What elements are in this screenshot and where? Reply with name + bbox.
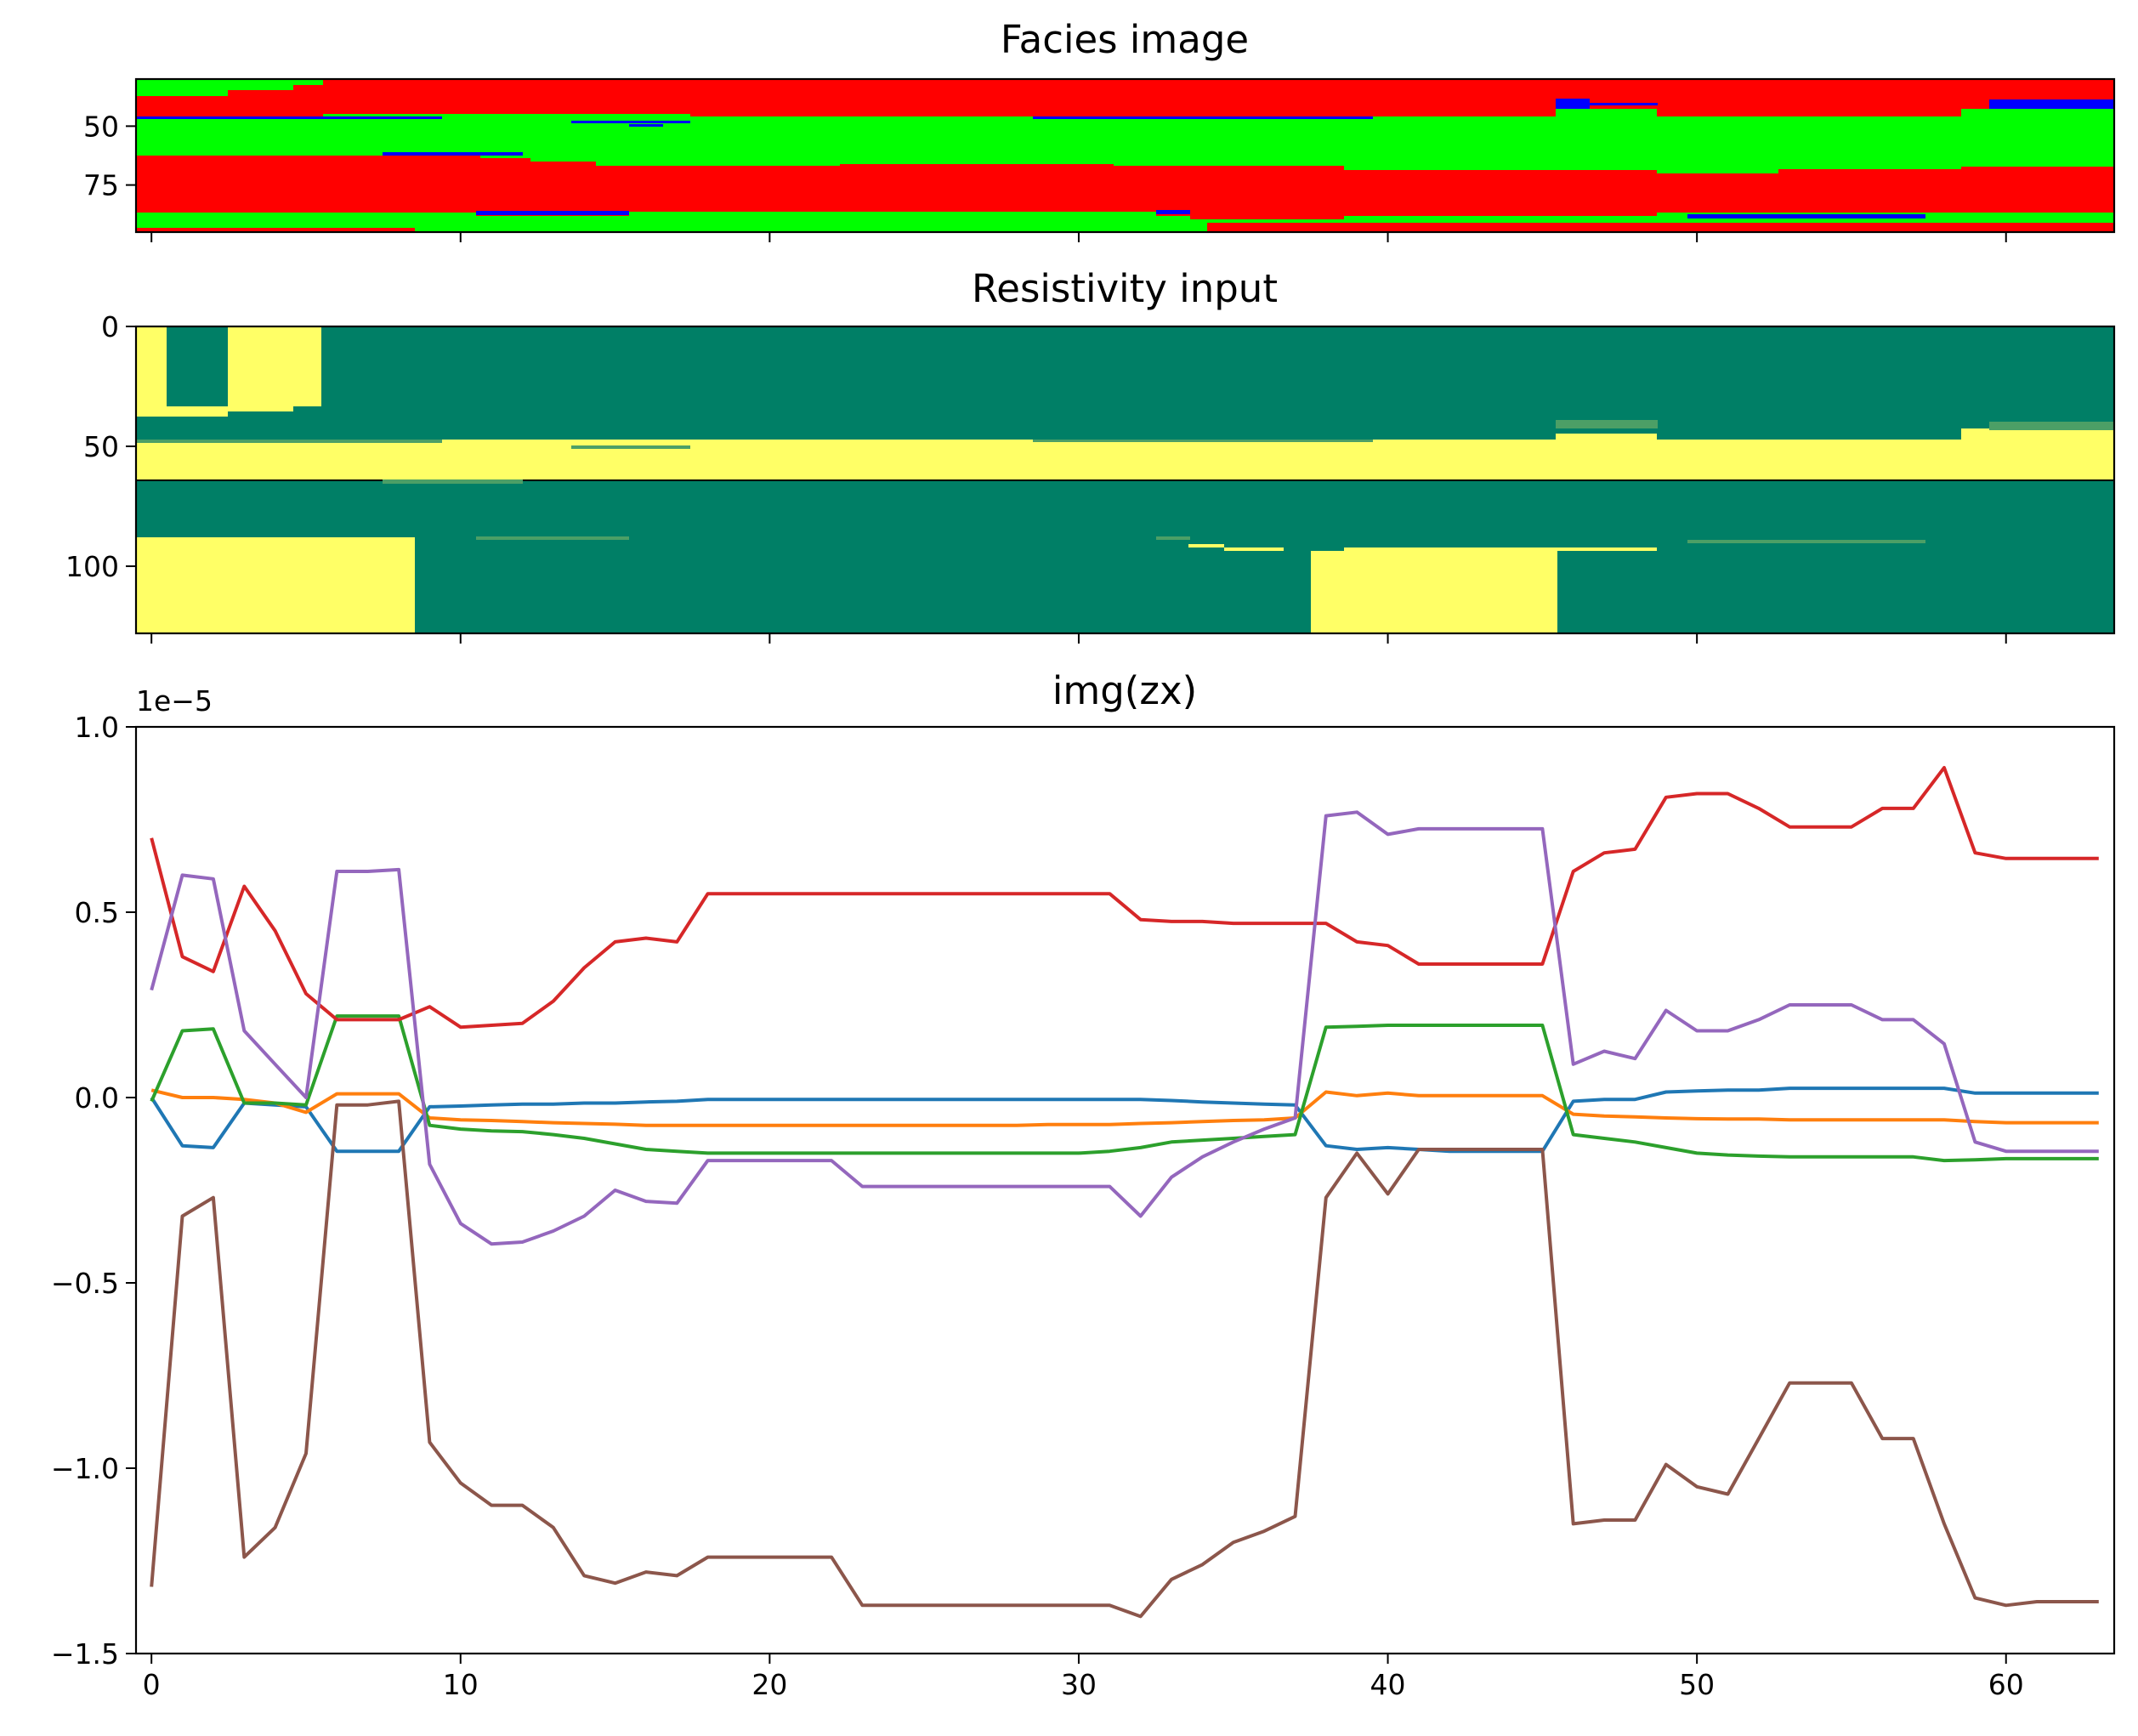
resistivity-mid-streak	[136, 440, 442, 443]
x-tick-label: 10	[443, 1668, 479, 1701]
resistivity-yellow-block	[136, 326, 321, 417]
x-tick-label: 50	[1679, 1668, 1715, 1701]
facies-blue-streak	[1590, 103, 1658, 105]
facies-blue-streak	[1989, 99, 2114, 109]
resistivity-yellow-block	[1188, 544, 1657, 633]
facies-blue-streak	[383, 152, 523, 156]
line-panel: img(zx) 1e−5 1.0 0.5 0.0 −0.5 −1.0 −1.5 0 10 20…	[51, 668, 2116, 1701]
y-tick-label: −1.0	[51, 1452, 119, 1485]
resistivity-mid-streak	[476, 536, 629, 540]
x-tick-label: 60	[1988, 1668, 2024, 1701]
y-tick-label: 75	[83, 169, 119, 202]
facies-blue-streak	[1033, 116, 1373, 119]
x-tick-label: 0	[143, 1668, 161, 1701]
series-line-4	[150, 766, 2099, 1030]
y-tick-label: −1.5	[51, 1637, 119, 1671]
facies-blue-streak	[571, 121, 690, 123]
x-tick-label: 30	[1061, 1668, 1097, 1701]
resistivity-mid-streak	[1033, 440, 1373, 442]
facies-blue-streak	[1687, 214, 1925, 218]
facies-image	[136, 79, 2114, 232]
line-frame	[134, 725, 2116, 1655]
facies-blue-streak	[629, 124, 663, 127]
facies-panel: Facies image 50 75	[83, 17, 2116, 242]
facies-frame	[134, 77, 2116, 234]
resistivity-title: Resistivity input	[972, 266, 1278, 311]
resistivity-mid-streak	[383, 479, 523, 484]
facies-green-band-bottom	[136, 212, 2114, 232]
resistivity-x-axis	[150, 633, 2007, 644]
resistivity-boundary-line	[136, 479, 2114, 481]
resistivity-yellow-block	[136, 537, 415, 633]
resistivity-mid-streak	[1556, 420, 1658, 428]
resistivity-y-axis: 0 50 100	[65, 310, 136, 583]
facies-x-axis	[150, 232, 2007, 242]
line-title: img(zx)	[1052, 668, 1197, 713]
y-tick-label: 50	[83, 110, 119, 143]
line-x-axis: 0 10 20 30 40 50 60	[143, 1654, 2024, 1701]
facies-blue-streak	[1556, 99, 1590, 109]
series-line-1	[150, 1086, 2099, 1154]
series-line-2	[150, 1088, 2099, 1127]
line-y-axis: 1.0 0.5 0.0 −0.5 −1.0 −1.5	[51, 711, 136, 1671]
y-tick-label: 0	[101, 310, 119, 343]
facies-blue-streak	[476, 211, 629, 215]
x-tick-label: 40	[1370, 1668, 1406, 1701]
resistivity-frame	[134, 325, 2116, 635]
y-tick-label: 1.0	[75, 711, 119, 744]
facies-blue-streak	[136, 116, 442, 119]
resistivity-panel: Resistivity input 0 50 100	[65, 266, 2116, 644]
resistivity-yellow-band	[136, 428, 2114, 480]
facies-green-band-top	[136, 79, 323, 96]
resistivity-mid-streak	[1687, 540, 1925, 543]
y-tick-label: −0.5	[51, 1267, 119, 1300]
facies-title: Facies image	[1001, 17, 1249, 62]
resistivity-mid-streak	[1989, 422, 2114, 430]
y-offset-label: 1e−5	[136, 684, 213, 718]
x-tick-label: 20	[751, 1668, 787, 1701]
y-tick-label: 0.5	[75, 896, 119, 929]
series-line-5	[150, 810, 2099, 1246]
resistivity-image	[136, 326, 2114, 633]
y-tick-label: 0.0	[75, 1081, 119, 1115]
facies-y-axis: 50 75	[83, 110, 136, 202]
line-series-group	[150, 766, 2099, 1619]
resistivity-mid-streak	[571, 445, 690, 449]
series-line-3	[150, 1014, 2099, 1163]
y-tick-label: 50	[83, 430, 119, 463]
resistivity-mid-streak	[1156, 536, 1190, 540]
facies-blue-streak	[1156, 210, 1190, 214]
series-line-6	[150, 1099, 2099, 1619]
y-tick-label: 100	[65, 550, 119, 583]
